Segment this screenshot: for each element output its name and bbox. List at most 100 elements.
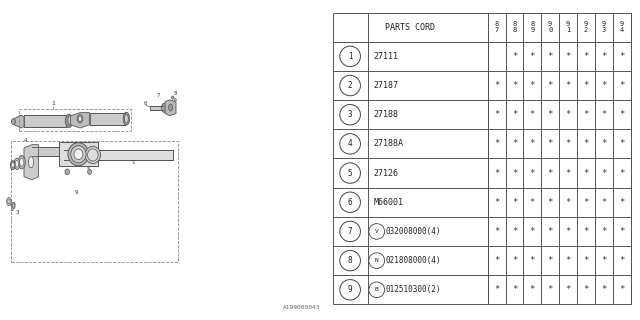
Ellipse shape xyxy=(169,104,173,111)
Text: *: * xyxy=(601,81,607,90)
Text: *: * xyxy=(512,227,517,236)
Text: *: * xyxy=(530,198,535,207)
Text: 9: 9 xyxy=(348,285,353,294)
Text: *: * xyxy=(565,52,571,61)
Text: B: B xyxy=(375,287,379,292)
Text: 27111: 27111 xyxy=(374,52,399,61)
Text: *: * xyxy=(583,52,589,61)
Text: *: * xyxy=(565,169,571,178)
Text: *: * xyxy=(619,52,624,61)
Text: *: * xyxy=(583,227,589,236)
Text: *: * xyxy=(619,227,624,236)
Text: 27188: 27188 xyxy=(374,110,399,119)
Text: 27188A: 27188A xyxy=(374,140,404,148)
FancyBboxPatch shape xyxy=(32,147,60,156)
Ellipse shape xyxy=(10,161,15,170)
Text: *: * xyxy=(494,198,499,207)
Polygon shape xyxy=(24,145,38,180)
Text: *: * xyxy=(601,110,607,119)
Text: *: * xyxy=(512,140,517,148)
Ellipse shape xyxy=(124,114,128,123)
Ellipse shape xyxy=(68,143,89,166)
Text: *: * xyxy=(494,110,499,119)
Text: 8: 8 xyxy=(348,256,353,265)
Text: *: * xyxy=(583,256,589,265)
Text: 3: 3 xyxy=(348,110,353,119)
Text: *: * xyxy=(494,256,499,265)
Text: 8
9: 8 9 xyxy=(530,21,534,33)
Ellipse shape xyxy=(85,146,100,164)
Text: *: * xyxy=(547,256,553,265)
Ellipse shape xyxy=(7,197,12,206)
Ellipse shape xyxy=(13,204,14,207)
Text: 4: 4 xyxy=(24,138,28,143)
Text: 9
1: 9 1 xyxy=(566,21,570,33)
FancyBboxPatch shape xyxy=(150,106,163,110)
Ellipse shape xyxy=(12,202,15,209)
Text: *: * xyxy=(619,256,624,265)
Text: *: * xyxy=(619,198,624,207)
Text: *: * xyxy=(530,227,535,236)
Text: 8
8: 8 8 xyxy=(513,21,516,33)
Ellipse shape xyxy=(88,149,98,161)
Text: *: * xyxy=(547,285,553,294)
Text: *: * xyxy=(512,110,517,119)
FancyBboxPatch shape xyxy=(90,113,125,125)
Text: *: * xyxy=(547,140,553,148)
Text: *: * xyxy=(512,256,517,265)
FancyBboxPatch shape xyxy=(64,150,173,160)
Text: 5: 5 xyxy=(348,169,353,178)
Text: *: * xyxy=(601,227,607,236)
Text: *: * xyxy=(619,140,624,148)
Text: *: * xyxy=(583,285,589,294)
Text: *: * xyxy=(530,169,535,178)
Ellipse shape xyxy=(70,146,86,163)
Text: *: * xyxy=(494,81,499,90)
Text: 9
0: 9 0 xyxy=(548,21,552,33)
Text: *: * xyxy=(530,256,535,265)
Text: *: * xyxy=(530,140,535,148)
Text: *: * xyxy=(547,169,553,178)
Text: *: * xyxy=(583,198,589,207)
Text: 1: 1 xyxy=(51,101,55,106)
Text: 27126: 27126 xyxy=(374,169,399,178)
Polygon shape xyxy=(15,115,24,128)
Polygon shape xyxy=(70,113,90,128)
Text: *: * xyxy=(565,110,571,119)
Text: *: * xyxy=(530,52,535,61)
Text: N: N xyxy=(375,258,379,263)
Text: 1: 1 xyxy=(131,160,134,165)
Text: 1: 1 xyxy=(348,52,353,61)
Text: *: * xyxy=(565,140,571,148)
Text: 8: 8 xyxy=(173,92,177,96)
Text: 9
3: 9 3 xyxy=(602,21,606,33)
Ellipse shape xyxy=(65,169,69,175)
Text: *: * xyxy=(601,285,607,294)
Ellipse shape xyxy=(15,160,19,167)
Ellipse shape xyxy=(161,103,166,112)
Text: *: * xyxy=(619,285,624,294)
Text: *: * xyxy=(547,52,553,61)
Text: *: * xyxy=(583,110,589,119)
Text: *: * xyxy=(530,110,535,119)
Text: *: * xyxy=(619,110,624,119)
Ellipse shape xyxy=(19,156,26,169)
Text: V: V xyxy=(375,229,379,234)
Text: *: * xyxy=(601,169,607,178)
Text: 4: 4 xyxy=(348,140,353,148)
Ellipse shape xyxy=(123,112,129,125)
Text: *: * xyxy=(583,140,589,148)
Text: 032008000(4): 032008000(4) xyxy=(386,227,442,236)
Text: *: * xyxy=(601,52,607,61)
Text: 2: 2 xyxy=(10,207,14,212)
Text: *: * xyxy=(565,256,571,265)
Text: *: * xyxy=(565,81,571,90)
Text: *: * xyxy=(601,256,607,265)
Text: PARTS CORD: PARTS CORD xyxy=(385,23,435,32)
Ellipse shape xyxy=(20,158,24,166)
Text: *: * xyxy=(565,198,571,207)
Text: 7: 7 xyxy=(157,93,160,98)
Text: 9
2: 9 2 xyxy=(584,21,588,33)
Text: 012510300(2): 012510300(2) xyxy=(386,285,442,294)
Ellipse shape xyxy=(12,163,14,168)
